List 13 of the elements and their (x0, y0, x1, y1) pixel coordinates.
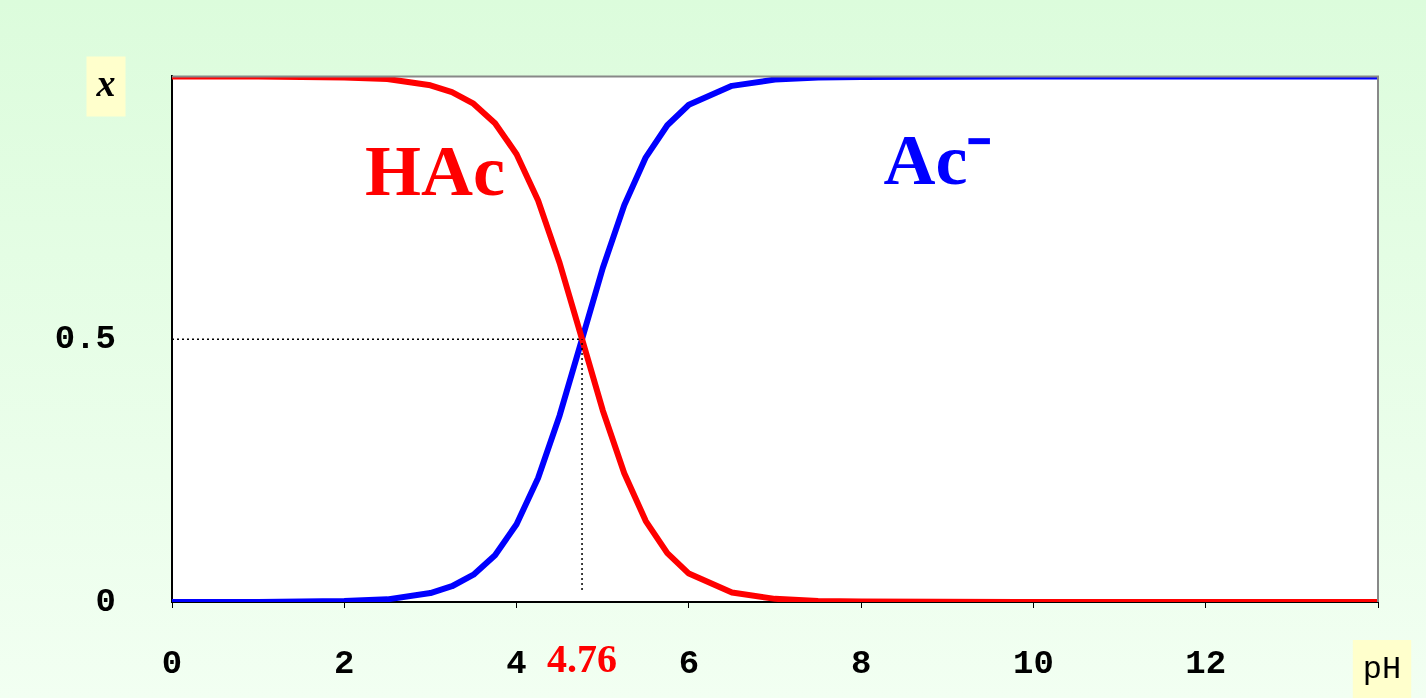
x-tick-label: 10 (1013, 644, 1054, 683)
y-tick-label: 0.5 (54, 319, 116, 358)
y-axis-title: x (95, 62, 116, 105)
ref-line-label: 4.76 (547, 636, 618, 682)
x-tick-label: 0 (161, 644, 183, 683)
x-tick-label: 2 (334, 644, 355, 683)
x-tick-label: 4 (506, 644, 527, 683)
x-axis-title: pH (1362, 651, 1402, 689)
x-tick-label: 6 (678, 644, 700, 683)
x-tick-label: 8 (850, 644, 872, 683)
series-label: HAc (364, 130, 505, 211)
x-tick-label: 12 (1185, 644, 1227, 683)
series-label: Ac⁻ (883, 120, 992, 201)
